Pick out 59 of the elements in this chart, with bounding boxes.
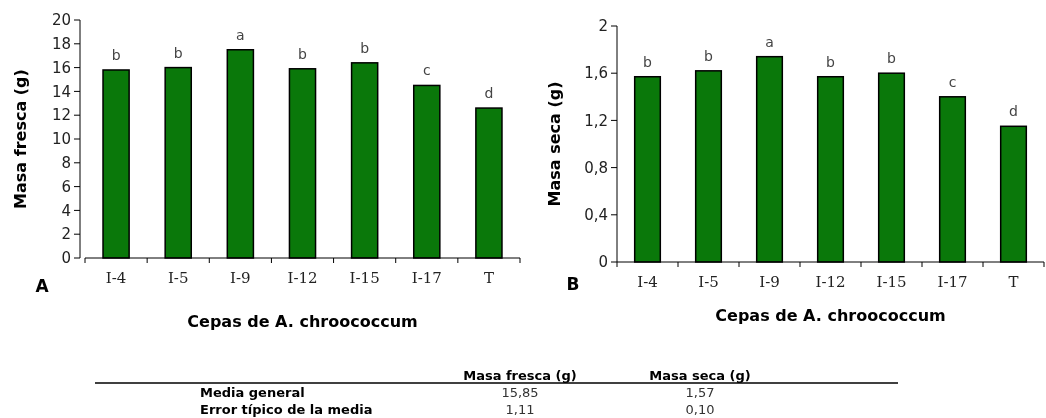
text: 15,85 bbox=[501, 385, 539, 400]
y-tick-label: 0,4 bbox=[584, 206, 608, 225]
y-tick-label: 14 bbox=[51, 82, 71, 101]
annotation: b bbox=[111, 46, 121, 63]
x-tick-label: I-12 bbox=[815, 273, 846, 291]
y-axis-title: Masa fresca (g) bbox=[11, 69, 30, 209]
annotation: b bbox=[173, 44, 183, 61]
annotation: b bbox=[887, 50, 897, 67]
x-tick-label: I-4 bbox=[637, 273, 658, 291]
text: 1,11 bbox=[505, 402, 535, 417]
text: 1,57 bbox=[685, 385, 715, 400]
x-tick-label: I-17 bbox=[937, 273, 968, 291]
y-tick-label: 10 bbox=[51, 130, 71, 149]
annotation: b bbox=[643, 53, 653, 70]
y-tick-label: 12 bbox=[51, 106, 71, 125]
y-tick-label: 0 bbox=[61, 249, 71, 268]
annotation: a bbox=[236, 26, 245, 43]
y-tick-label: 1,2 bbox=[584, 111, 608, 130]
x-axis-title: Cepas de A. chroococcum bbox=[715, 306, 946, 325]
category-label: Error típico de la media bbox=[200, 402, 373, 417]
x-tick-label: T bbox=[483, 269, 494, 287]
annotation: a bbox=[765, 33, 774, 50]
annotation: d bbox=[484, 85, 494, 102]
x-tick-label: I-15 bbox=[876, 273, 907, 291]
y-tick-label: 2 bbox=[61, 225, 71, 244]
y-tick-label: 2 bbox=[598, 17, 608, 36]
annotation: b bbox=[360, 39, 370, 56]
annotation: c bbox=[948, 73, 957, 90]
annotation: b bbox=[704, 47, 714, 64]
x-tick-label: I-5 bbox=[167, 269, 189, 287]
x-tick-label: I-9 bbox=[230, 269, 251, 287]
text: A bbox=[35, 276, 50, 296]
y-tick-label: 16 bbox=[51, 58, 71, 77]
y-tick-label: 0 bbox=[598, 253, 608, 272]
y-tick-label: 20 bbox=[51, 11, 71, 30]
category-label: Media general bbox=[200, 385, 305, 400]
x-tick-label: I-5 bbox=[698, 273, 719, 291]
text: B bbox=[566, 274, 580, 294]
annotation: b bbox=[826, 53, 836, 70]
x-tick-label: I-9 bbox=[759, 273, 780, 291]
y-tick-label: 8 bbox=[61, 154, 71, 173]
x-tick-label: I-4 bbox=[105, 269, 127, 287]
annotation: d bbox=[1009, 103, 1018, 120]
y-tick-label: 6 bbox=[61, 177, 71, 196]
x-axis-title: Cepas de A. chroococcum bbox=[187, 312, 418, 331]
y-tick-label: 1,6 bbox=[584, 64, 608, 83]
annotation: c bbox=[422, 62, 431, 79]
x-tick-label: I-17 bbox=[411, 269, 442, 287]
category-label: Masa seca (g) bbox=[649, 368, 751, 383]
y-tick-label: 18 bbox=[51, 35, 71, 54]
y-tick-label: 0,8 bbox=[584, 158, 608, 177]
category-label: Masa fresca (g) bbox=[463, 368, 577, 383]
y-tick-label: 4 bbox=[61, 201, 71, 220]
text: 0,10 bbox=[685, 402, 715, 417]
x-tick-label: I-12 bbox=[287, 269, 318, 287]
x-tick-label: I-15 bbox=[349, 269, 380, 287]
y-axis-title: Masa seca (g) bbox=[545, 81, 564, 207]
x-tick-label: T bbox=[1008, 273, 1019, 291]
annotation: b bbox=[298, 45, 308, 62]
